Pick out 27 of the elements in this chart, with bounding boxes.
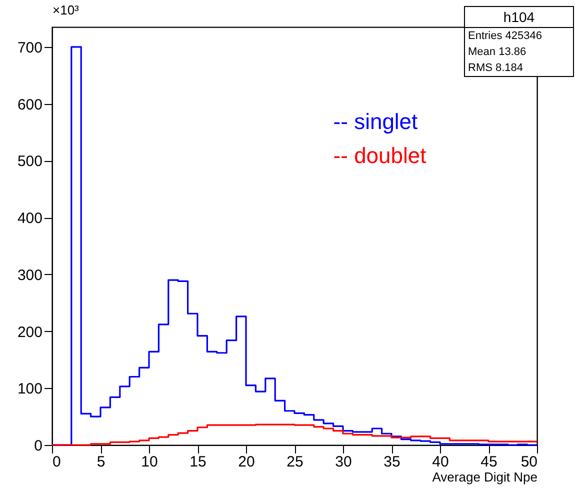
y-tick-label: 500 <box>17 153 42 170</box>
x-tick-label: 25 <box>286 454 304 470</box>
y-tick-label: 0 <box>34 438 42 454</box>
y-axis-title: ×10³ <box>52 2 80 18</box>
x-tick-label: 45 <box>480 454 498 470</box>
y-tick-label: 200 <box>17 324 42 341</box>
x-tick-label: 50 <box>520 454 538 470</box>
y-tick-label: 100 <box>17 380 42 398</box>
y-tick-label: 700 <box>17 39 42 56</box>
annotation: Mean 13.86 <box>467 45 528 60</box>
annotation: RMS 8.184 <box>467 61 524 76</box>
y-tick-label: 300 <box>17 266 42 284</box>
annotation: Entries 425346 <box>467 29 543 44</box>
x-tick-label: 10 <box>141 454 158 470</box>
stats-box: h104 Entries 425346 Mean 13.86 RMS 8.184 <box>464 6 574 77</box>
x-tick-label: 40 <box>432 454 449 470</box>
x-tick-label: 0 <box>52 454 61 470</box>
x-tick-label: 20 <box>238 454 255 470</box>
x-tick-label: 30 <box>335 454 352 470</box>
y-tick-label: 600 <box>17 96 42 114</box>
x-axis-title: Average Digit Npe <box>432 470 538 484</box>
text: -- doublet <box>333 143 426 168</box>
y-tick-label: 400 <box>17 210 42 228</box>
x-tick-label: 5 <box>96 454 106 470</box>
text: -- singlet <box>333 109 418 134</box>
x-tick-label: 15 <box>190 454 206 470</box>
x-tick-label: 35 <box>384 454 400 470</box>
